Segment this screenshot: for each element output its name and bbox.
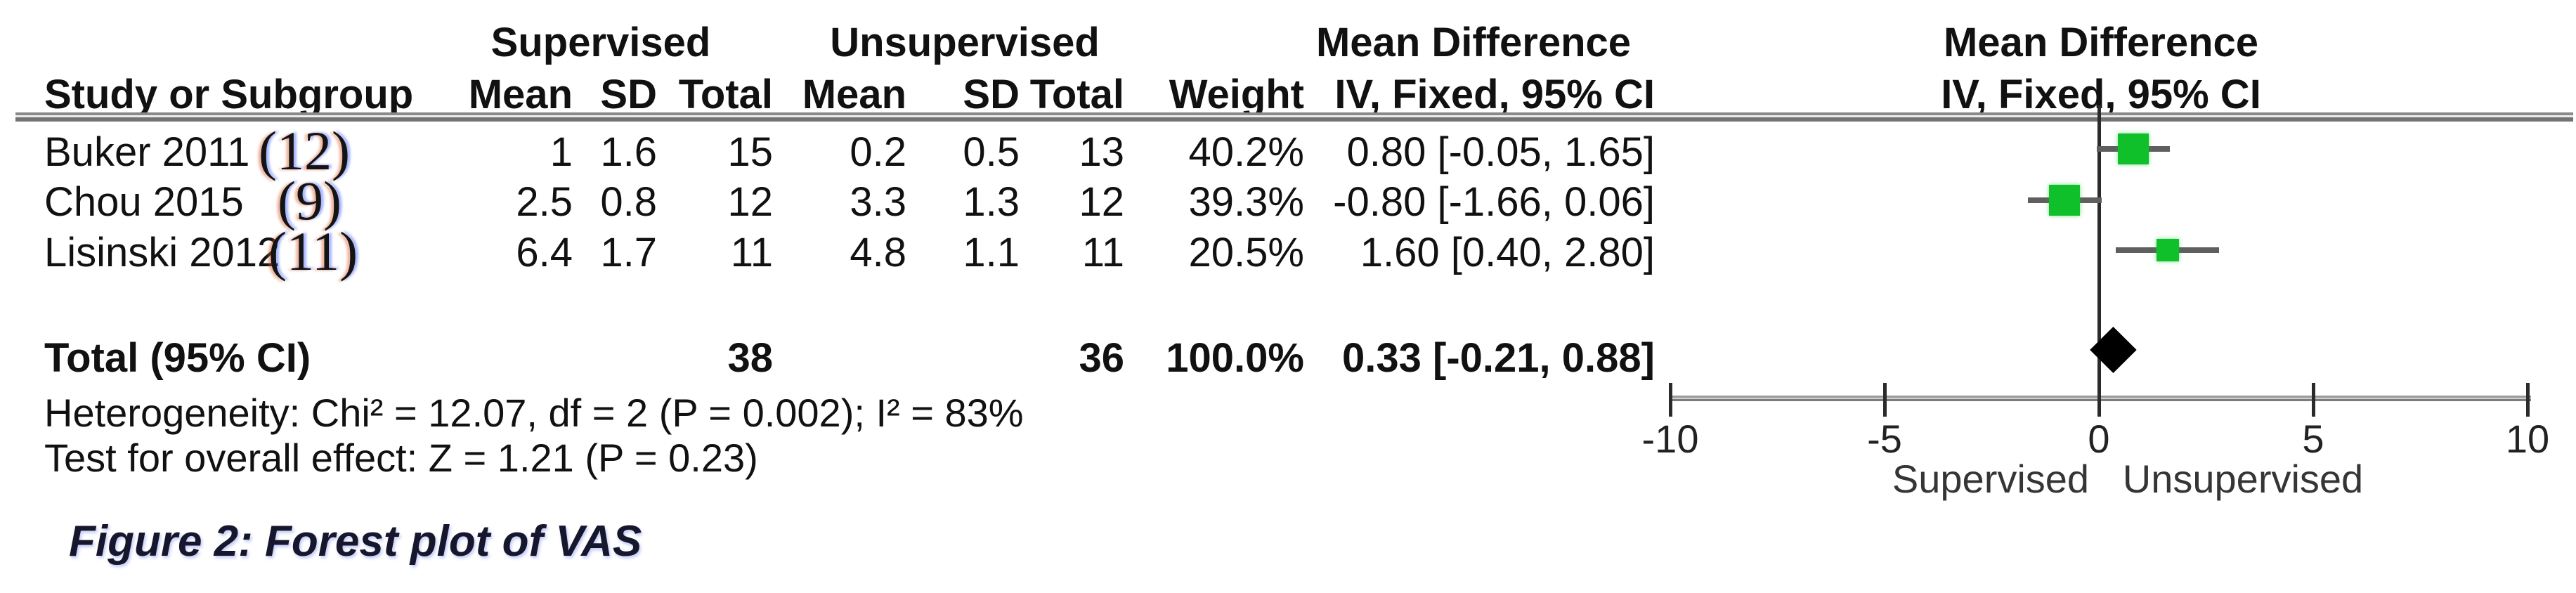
citation-label: (9) <box>278 170 341 231</box>
cell-sup-mean: 6.4 <box>516 230 573 275</box>
citation-label: (12) <box>259 120 350 181</box>
cell-unsup-sd: 0.5 <box>963 129 1020 175</box>
cell-unsup-mean: 0.2 <box>850 129 906 175</box>
total-unsup-total: 36 <box>1079 335 1124 381</box>
axis-label-unsupervised: Unsupervised <box>2122 457 2364 501</box>
cell-unsup-sd: 1.1 <box>963 230 1020 275</box>
cell-sup-sd: 0.8 <box>600 179 657 225</box>
axis-tick <box>2312 383 2315 417</box>
header-rule <box>15 112 2573 122</box>
cell-weight: 20.5% <box>1188 230 1304 275</box>
overall-effect-text: Test for overall effect: Z = 1.21 (P = 0… <box>44 436 758 480</box>
column-header-study: Study or Subgroup <box>44 72 414 117</box>
cell-weight: 39.3% <box>1188 179 1304 225</box>
group-header-supervised: Supervised <box>490 20 711 65</box>
group-header-mean-difference-left: Mean Difference <box>1315 20 1632 65</box>
figure-caption: Figure 2: Forest plot of VAS <box>69 517 642 566</box>
axis-tick <box>2526 383 2530 417</box>
cell-sup-sd: 1.7 <box>600 230 657 275</box>
cell-unsup-mean: 3.3 <box>850 179 906 225</box>
heterogeneity-text: Heterogeneity: Chi² = 12.07, df = 2 (P =… <box>44 391 1024 435</box>
axis-tick <box>1669 383 1672 417</box>
study-label: Buker 2011 <box>44 129 250 175</box>
cell-sup-total: 11 <box>730 230 773 275</box>
cell-ci-text: 1.60 [0.40, 2.80] <box>1360 230 1655 275</box>
cell-ci-text: -0.80 [-1.66, 0.06] <box>1333 179 1655 225</box>
cell-sup-mean: 1 <box>549 129 573 175</box>
total-weight: 100.0% <box>1166 335 1304 381</box>
group-header-mean-difference-right: Mean Difference <box>1943 20 2259 65</box>
citation-label: (11) <box>268 221 358 282</box>
axis-label-supervised: Supervised <box>1892 457 2090 501</box>
column-header-sd-supervised: SD <box>600 72 657 117</box>
cell-unsup-total: 12 <box>1079 179 1124 225</box>
cell-sup-total: 15 <box>727 129 773 175</box>
axis-tick <box>2097 383 2101 417</box>
cell-ci-text: 0.80 [-0.05, 1.65] <box>1346 129 1655 175</box>
group-header-unsupervised: Unsupervised <box>830 20 1100 65</box>
axis-tick-label: 0 <box>2088 417 2110 461</box>
effect-square <box>2156 239 2179 261</box>
axis-tick-label: 5 <box>2302 417 2324 461</box>
axis-tick-label: -5 <box>1867 417 1902 461</box>
axis-tick-label: -10 <box>1641 417 1699 461</box>
effect-square <box>2049 185 2081 216</box>
total-sup-total: 38 <box>727 335 773 381</box>
column-header-ci-left: IV, Fixed, 95% CI <box>1334 72 1655 117</box>
cell-unsup-total: 11 <box>1081 230 1124 275</box>
cell-sup-sd: 1.6 <box>600 129 657 175</box>
column-header-sd-unsupervised: SD <box>963 72 1020 117</box>
column-header-weight: Weight <box>1169 72 1304 117</box>
cell-unsup-mean: 4.8 <box>850 230 906 275</box>
cell-sup-mean: 2.5 <box>516 179 573 225</box>
cell-sup-total: 12 <box>727 179 773 225</box>
total-ci-text: 0.33 [-0.21, 0.88] <box>1342 335 1655 381</box>
cell-weight: 40.2% <box>1188 129 1304 175</box>
column-header-total-supervised: Total <box>678 72 773 117</box>
column-header-mean-unsupervised: Mean <box>802 72 906 117</box>
total-label: Total (95% CI) <box>44 335 311 381</box>
cell-unsup-sd: 1.3 <box>963 179 1020 225</box>
axis-tick <box>1883 383 1887 417</box>
effect-square <box>2117 133 2149 164</box>
column-header-mean-supervised: Mean <box>468 72 573 117</box>
study-label: Chou 2015 <box>44 179 244 225</box>
cell-unsup-total: 13 <box>1079 129 1124 175</box>
axis-tick-label: 10 <box>2505 417 2550 461</box>
zero-line <box>2097 105 2101 400</box>
column-header-ci-right: IV, Fixed, 95% CI <box>1941 72 2261 117</box>
column-header-total-unsupervised: Total <box>1029 72 1124 117</box>
study-label: Lisinski 2012 <box>44 230 280 275</box>
